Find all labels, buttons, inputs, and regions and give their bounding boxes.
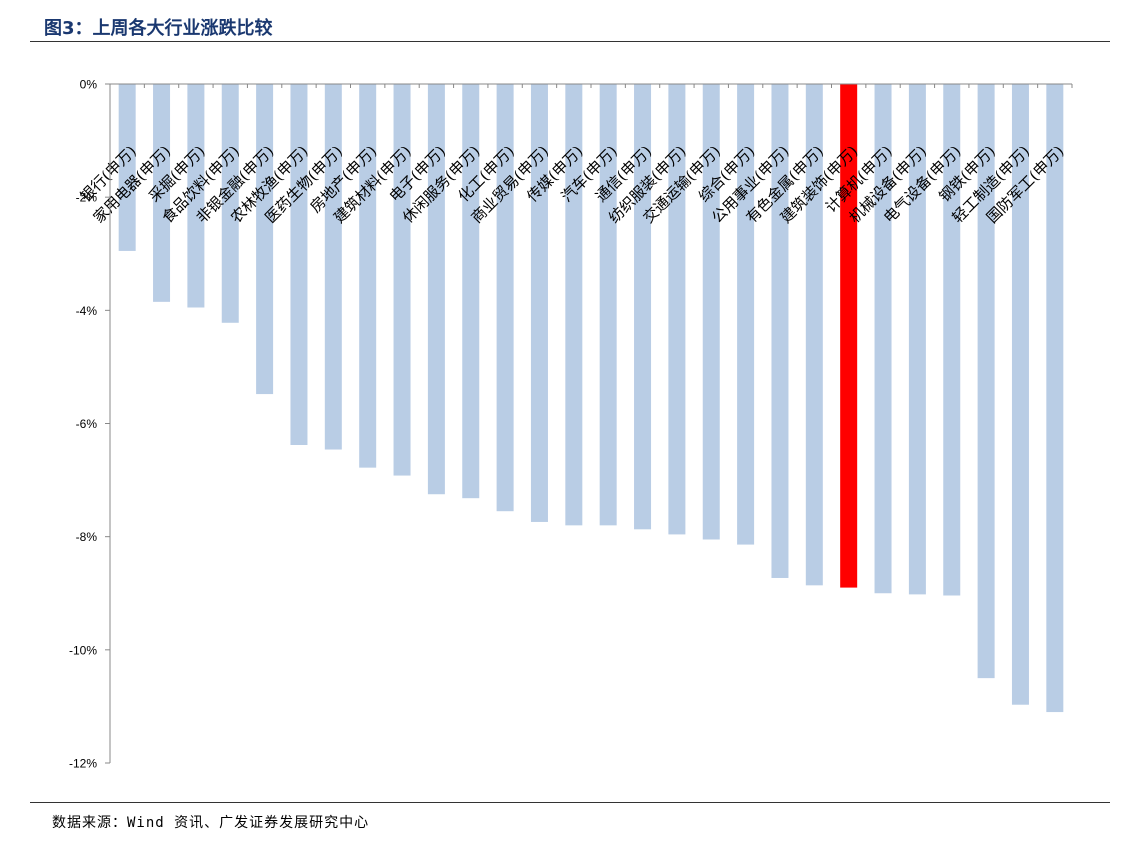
bar [668,84,686,535]
bar [1046,84,1064,713]
bar [290,84,308,445]
y-tick-label: -8% [76,530,98,544]
y-tick-label: -2% [76,191,98,205]
bar [118,84,136,251]
bar [634,84,652,530]
bar [359,84,377,468]
axes-group: 0% -2% -4% -6% -8% -10% -12% [69,78,1073,771]
bar [496,84,514,512]
bar [599,84,617,526]
bottom-rule [30,802,1110,803]
figure-title: 图3：上周各大行业涨跌比较 [44,18,273,39]
bar [977,84,995,679]
bar [393,84,411,476]
source-note: 数据来源：Wind 资讯、广发证券发展研究中心 [52,815,370,831]
bars-group [118,84,1064,713]
bar [1011,84,1029,705]
top-rule [30,41,1110,42]
bar [462,84,480,499]
bar [153,84,171,302]
bar [908,84,926,595]
bar [427,84,445,495]
bar-highlight [840,84,858,588]
bar [187,84,205,308]
bar [943,84,961,596]
bar [530,84,548,522]
bar [737,84,755,545]
bar [771,84,789,578]
y-tick-label: -4% [76,304,98,318]
y-tick-label: -10% [69,643,97,657]
bar [702,84,720,540]
bar [805,84,823,586]
y-tick-label: -12% [69,757,97,771]
y-tick-label: 0% [80,78,98,92]
bar [324,84,342,450]
y-tick-label: -6% [76,417,98,431]
bar [565,84,583,526]
bar [874,84,892,594]
bar [221,84,239,323]
bar [256,84,274,395]
